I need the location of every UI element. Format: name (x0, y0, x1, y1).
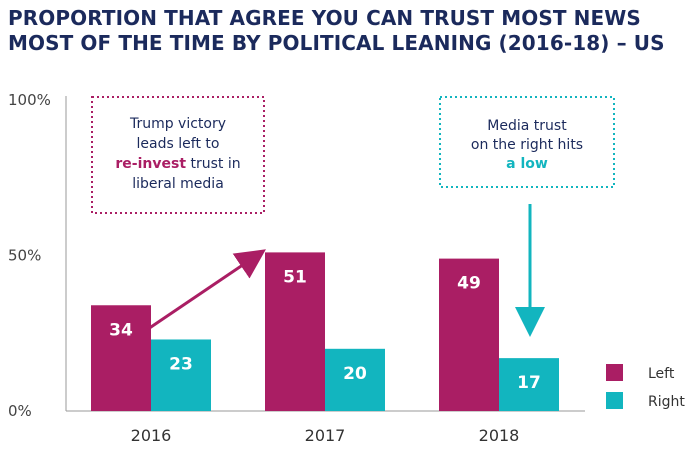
legend-swatch-left (606, 364, 623, 381)
bar-right-2016 (151, 339, 211, 411)
annotation-text-line: liberal media (132, 176, 224, 192)
bar-left-2017 (265, 252, 325, 411)
annotation-box (91, 96, 265, 214)
chart-title-line-2: MOST OF THE TIME BY POLITICAL LEANING (2… (8, 31, 665, 55)
y-tick-label: 100% (8, 91, 51, 109)
y-tick-label: 0% (8, 402, 32, 420)
chart-bars: 34 23 51 20 49 17 (91, 252, 559, 411)
annotation-text: Media trust (487, 118, 567, 134)
chart-legend: Left Right (606, 364, 685, 410)
chart-annotations: Trump victory leads left to re-invest trus… (91, 96, 615, 337)
data-label: 34 (109, 320, 133, 340)
chart-title: PROPORTION THAT AGREE YOU CAN TRUST MOST… (8, 6, 698, 56)
bar-right-2018 (499, 358, 559, 411)
annotation-text: liberal media (132, 176, 224, 192)
annotation-emphasis: a low (506, 156, 548, 172)
data-label: 23 (169, 354, 193, 374)
x-tick-label: 2017 (305, 426, 346, 445)
data-label: 51 (283, 267, 307, 287)
annotation-text-line: Trump victory (129, 116, 226, 132)
chart-axes: 0%50%100%2016 2017 2018 (8, 91, 585, 445)
bar-left-2016 (91, 305, 151, 411)
annotation-text-line: on the right hits (471, 137, 583, 153)
annotation-text-line: a low (506, 156, 548, 172)
data-label: 17 (517, 373, 541, 393)
annotation-text: Trump victory (129, 116, 226, 132)
annotation-text-line: leads left to (137, 136, 220, 152)
annotation-text: trust in (186, 156, 241, 172)
bar-left-2018 (439, 258, 499, 411)
y-tick-label: 50% (8, 247, 41, 265)
annotation-box (439, 96, 615, 188)
annotation-text-line: re-invest trust in (115, 156, 240, 172)
legend-swatch-right (606, 392, 623, 409)
annotation-emphasis: re-invest (115, 156, 186, 172)
legend-label: Left (648, 366, 675, 382)
annotation-text: leads left to (137, 136, 220, 152)
data-label: 49 (457, 274, 481, 294)
bar-right-2017 (325, 348, 385, 411)
x-tick-label: 2016 (131, 426, 172, 445)
annotation-text: on the right hits (471, 137, 583, 153)
data-label: 20 (343, 364, 367, 384)
trend-arrow-left (147, 249, 266, 331)
annotation-text-line: Media trust (487, 118, 567, 134)
legend-label: Right (648, 394, 685, 410)
chart-title-line-1: PROPORTION THAT AGREE YOU CAN TRUST MOST… (8, 6, 641, 30)
x-tick-label: 2018 (479, 426, 520, 445)
